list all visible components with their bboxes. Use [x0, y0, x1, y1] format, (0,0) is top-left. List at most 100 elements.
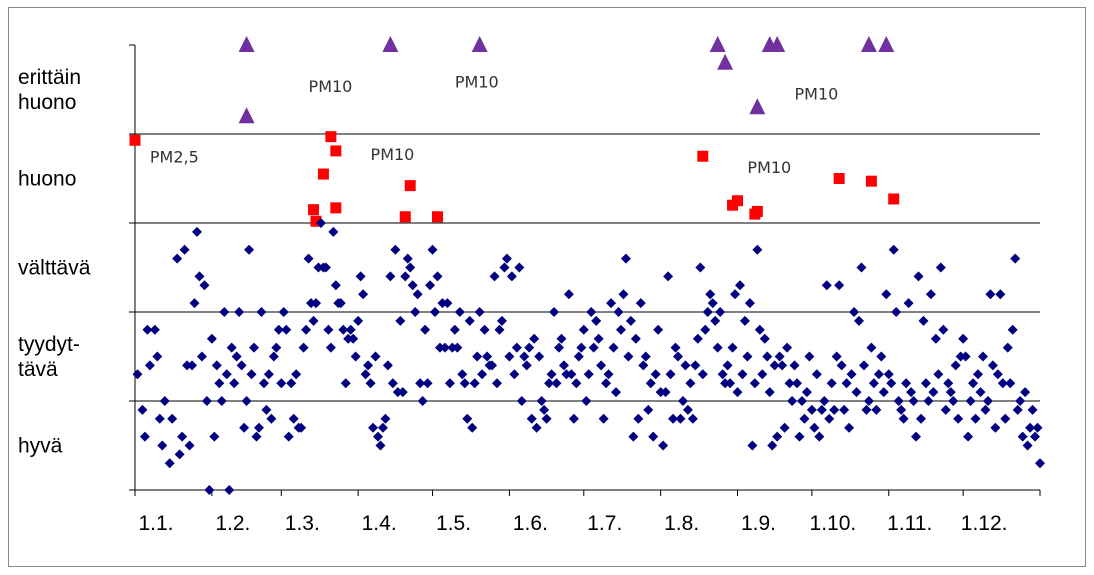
diamond-point-83	[348, 333, 359, 344]
diamond-point-72	[320, 262, 331, 273]
diamond-point-343	[992, 369, 1003, 380]
diamond-point-64	[301, 324, 312, 335]
diamond-point-330	[960, 351, 971, 362]
diamond-point-14	[177, 431, 188, 442]
diamond-point-159	[536, 396, 547, 406]
diamond-point-50	[266, 413, 277, 424]
diamond-point-202	[643, 404, 654, 415]
diamond-point-105	[402, 253, 413, 264]
diamond-point-12	[172, 253, 183, 264]
diamond-point-145	[501, 253, 512, 264]
diamond-point-189	[611, 387, 622, 398]
diamond-point-36	[231, 351, 242, 362]
diamond-point-49	[263, 369, 274, 380]
diamond-point-174	[573, 351, 584, 362]
diamond-point-339	[982, 396, 993, 406]
y-band-label-line: huono	[18, 168, 76, 191]
triangle-point-9	[717, 53, 734, 70]
diamond-point-79	[338, 324, 349, 335]
diamond-point-13	[174, 449, 185, 460]
diamond-point-171	[566, 369, 577, 380]
diamond-point-173	[571, 378, 582, 389]
x-tick-label-6: 1.7.	[587, 512, 622, 535]
diamond-point-141	[492, 378, 502, 389]
diamond-point-222	[692, 333, 703, 344]
diamond-point-160	[539, 404, 550, 415]
diamond-point-18	[187, 360, 198, 371]
y-band-label-3: huono	[18, 168, 76, 191]
diamond-point-203	[645, 378, 656, 389]
diamond-point-161	[541, 413, 552, 424]
diamond-point-104	[400, 271, 411, 282]
diamond-point-325	[948, 396, 959, 406]
diamond-point-126	[454, 307, 465, 317]
diamond-point-284	[846, 369, 857, 380]
diamond-point-289	[858, 360, 869, 371]
diamond-point-254	[772, 431, 783, 442]
diamond-point-278	[831, 351, 842, 362]
diamond-point-134	[474, 307, 485, 317]
square-point-7	[404, 180, 416, 192]
diamond-point-184	[598, 413, 609, 424]
diamond-point-91	[368, 422, 379, 433]
diamond-point-282	[841, 378, 852, 389]
diamond-point-111	[417, 396, 428, 406]
x-tick-label-2: 1.3.	[285, 512, 320, 535]
diamond-point-7	[154, 413, 165, 424]
diamond-point-162	[544, 378, 555, 389]
diamond-point-142	[494, 324, 505, 335]
diamond-point-147	[506, 271, 517, 282]
diamond-point-166	[553, 342, 564, 353]
diamond-point-135	[477, 369, 488, 380]
diamond-point-292	[866, 342, 877, 353]
diamond-point-218	[682, 404, 693, 415]
diamond-point-242	[742, 351, 753, 362]
diamond-point-22	[196, 351, 207, 362]
diamond-point-317	[928, 387, 939, 398]
grid-lines	[135, 133, 1040, 402]
diamond-point-180	[588, 342, 599, 353]
annotation-1: PM10	[309, 77, 353, 96]
diamond-point-296	[876, 351, 887, 362]
diamond-point-274	[821, 280, 832, 291]
diamond-point-106	[405, 262, 416, 273]
diamond-point-344	[995, 289, 1006, 300]
diamond-point-341	[987, 360, 998, 371]
diamond-point-125	[452, 342, 463, 353]
diamond-point-255	[774, 351, 785, 362]
axes	[129, 44, 1041, 496]
diamond-point-150	[514, 262, 525, 273]
diamond-point-116	[430, 307, 441, 317]
diamond-point-56	[281, 324, 292, 335]
diamond-point-183	[596, 360, 607, 371]
diamond-point-170	[563, 289, 574, 300]
y-band-label-line: erittäin	[18, 66, 81, 89]
y-band-label-line: huono	[18, 91, 76, 114]
diamond-point-324	[945, 387, 956, 398]
diamond-point-98	[385, 271, 396, 282]
square-point-2	[330, 145, 342, 157]
diamond-point-243	[744, 298, 755, 309]
diamond-point-163	[546, 369, 557, 380]
diamond-point-259	[784, 378, 795, 389]
diamond-point-131	[467, 422, 478, 433]
diamond-point-164	[549, 307, 560, 317]
diamond-point-226	[702, 307, 713, 317]
diamond-point-283	[844, 422, 855, 433]
triangle-point-7	[878, 36, 895, 52]
diamond-point-151	[516, 396, 527, 406]
diamond-point-348	[1005, 378, 1016, 389]
diamond-point-182	[593, 333, 604, 344]
diamond-point-133	[472, 351, 483, 362]
diamond-point-128	[459, 378, 470, 389]
triangle-point-5	[769, 36, 786, 52]
diamond-point-239	[734, 280, 745, 291]
diamond-point-334	[970, 413, 981, 424]
square-point-14	[751, 205, 763, 217]
diamond-point-82	[345, 324, 356, 335]
diamond-point-58	[286, 378, 297, 389]
diamond-point-127	[457, 369, 468, 380]
diamond-point-290	[861, 404, 872, 415]
diamond-point-263	[794, 431, 805, 442]
diamond-point-221	[690, 360, 701, 371]
